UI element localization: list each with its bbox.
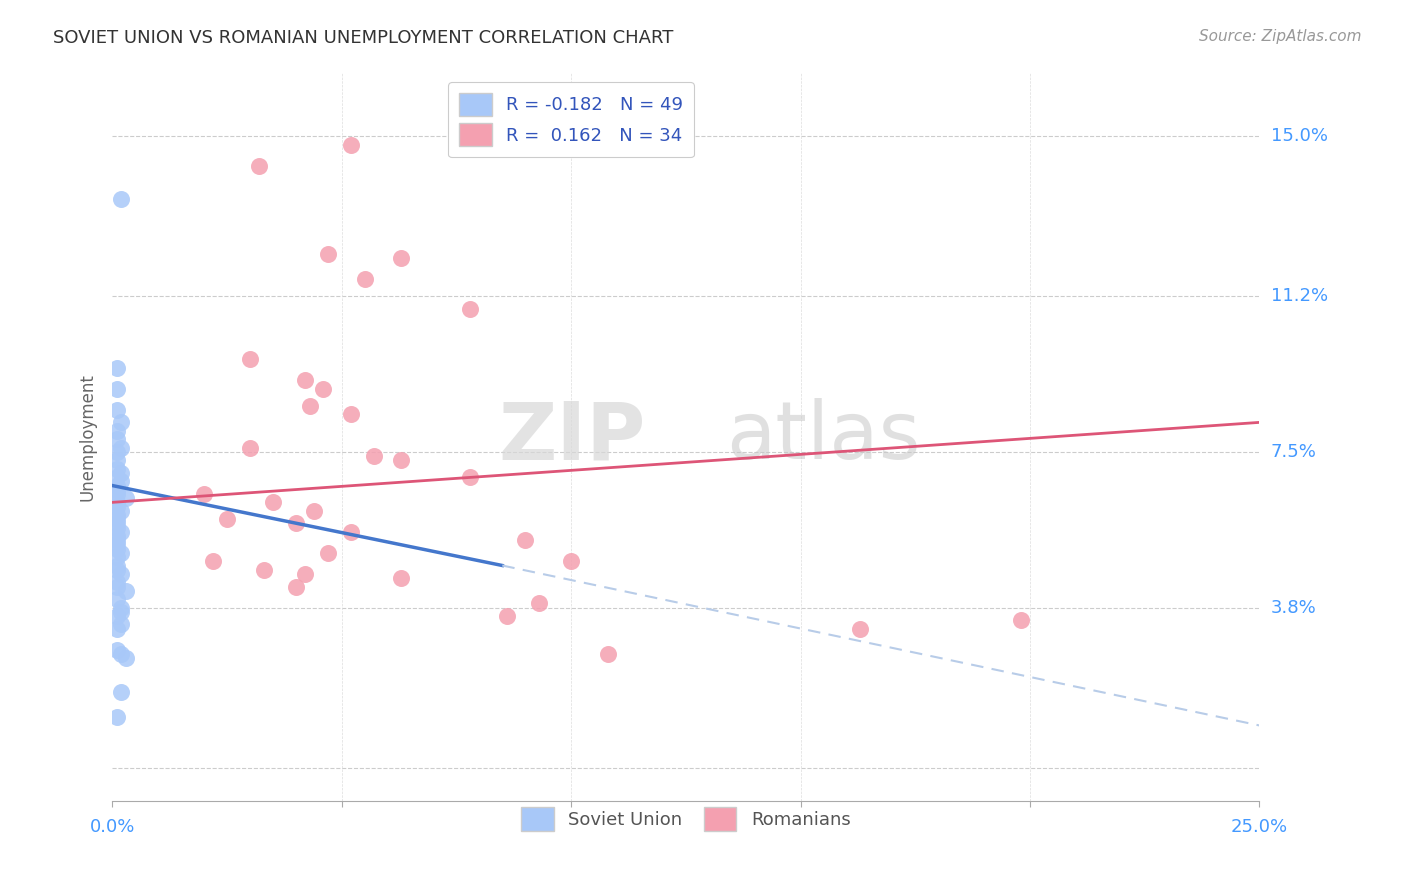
Point	[105, 360, 128, 375]
Point	[105, 512, 128, 526]
Point	[105, 642, 128, 657]
Point	[316, 546, 339, 560]
Point	[294, 566, 316, 581]
Point	[110, 546, 132, 560]
Point	[298, 399, 321, 413]
Point	[105, 592, 128, 607]
Point	[105, 622, 128, 636]
Point	[110, 617, 132, 632]
Point	[515, 533, 537, 548]
Point	[105, 445, 128, 459]
Point	[105, 470, 128, 484]
Point	[262, 495, 284, 509]
Point	[105, 453, 128, 467]
Point	[302, 504, 325, 518]
Point	[284, 516, 307, 531]
Point	[340, 524, 363, 539]
Point	[239, 441, 262, 455]
Point	[247, 159, 270, 173]
Text: ZIP: ZIP	[499, 398, 645, 476]
Point	[294, 373, 316, 387]
Text: 15.0%: 15.0%	[1271, 128, 1327, 145]
Point	[560, 554, 582, 568]
Point	[284, 580, 307, 594]
Point	[110, 416, 132, 430]
Point	[239, 352, 262, 367]
Point	[193, 487, 215, 501]
Point	[105, 483, 128, 497]
Point	[105, 710, 128, 724]
Point	[110, 685, 132, 699]
Point	[340, 137, 363, 152]
Point	[105, 550, 128, 565]
Point	[105, 541, 128, 556]
Point	[458, 470, 481, 484]
Point	[105, 580, 128, 594]
Point	[105, 529, 128, 543]
Point	[110, 647, 132, 661]
Point	[596, 647, 619, 661]
Point	[110, 524, 132, 539]
Point	[105, 563, 128, 577]
Point	[389, 453, 412, 467]
Text: 3.8%: 3.8%	[1271, 599, 1316, 616]
Point	[110, 566, 132, 581]
Point	[110, 605, 132, 619]
Point	[353, 272, 375, 286]
Point	[849, 622, 872, 636]
Point	[363, 449, 385, 463]
Point	[105, 495, 128, 509]
Point	[110, 475, 132, 489]
Point	[115, 651, 138, 665]
Point	[1010, 613, 1032, 627]
Point	[105, 558, 128, 573]
Point	[202, 554, 225, 568]
Point	[105, 500, 128, 514]
Point	[105, 537, 128, 551]
Text: atlas: atlas	[725, 398, 921, 476]
Point	[105, 521, 128, 535]
Point	[105, 478, 128, 492]
Point	[340, 407, 363, 421]
Point	[110, 504, 132, 518]
Point	[105, 461, 128, 475]
Point	[105, 516, 128, 531]
Point	[105, 424, 128, 438]
Text: SOVIET UNION VS ROMANIAN UNEMPLOYMENT CORRELATION CHART: SOVIET UNION VS ROMANIAN UNEMPLOYMENT CO…	[53, 29, 673, 46]
Point	[110, 600, 132, 615]
Point	[496, 609, 519, 624]
Point	[105, 533, 128, 548]
Y-axis label: Unemployment: Unemployment	[79, 373, 96, 501]
Point	[312, 382, 335, 396]
Text: Source: ZipAtlas.com: Source: ZipAtlas.com	[1198, 29, 1361, 44]
Point	[110, 192, 132, 206]
Point	[105, 575, 128, 590]
Point	[389, 251, 412, 265]
Point	[253, 563, 276, 577]
Point	[105, 487, 128, 501]
Legend: Soviet Union, Romanians: Soviet Union, Romanians	[512, 798, 859, 839]
Point	[215, 512, 238, 526]
Point	[110, 441, 132, 455]
Point	[105, 402, 128, 417]
Text: 11.2%: 11.2%	[1271, 287, 1327, 305]
Point	[105, 508, 128, 522]
Point	[316, 247, 339, 261]
Point	[458, 301, 481, 316]
Text: 7.5%: 7.5%	[1271, 442, 1316, 461]
Point	[105, 609, 128, 624]
Point	[115, 491, 138, 505]
Point	[110, 466, 132, 480]
Point	[527, 596, 550, 610]
Point	[105, 432, 128, 446]
Point	[105, 382, 128, 396]
Point	[389, 571, 412, 585]
Point	[115, 583, 138, 598]
